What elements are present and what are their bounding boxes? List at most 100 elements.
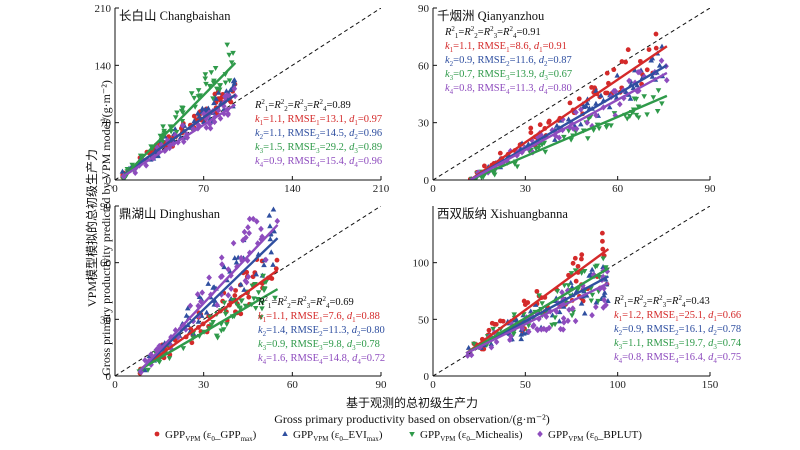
scatter-point bbox=[195, 318, 202, 324]
scatter-point bbox=[252, 282, 258, 288]
scatter-point bbox=[525, 323, 532, 329]
scatter-point bbox=[546, 324, 552, 332]
legend-marker bbox=[282, 431, 288, 436]
scatter-point bbox=[215, 107, 222, 114]
scatter-point bbox=[208, 70, 215, 76]
scatter-point bbox=[612, 112, 619, 119]
scatter-point bbox=[624, 116, 631, 122]
scatter-point bbox=[604, 70, 610, 76]
legend-label: GPPVPM (ε0_Michealis) bbox=[420, 429, 523, 443]
scatter-point bbox=[565, 116, 572, 122]
scatter-point bbox=[212, 297, 218, 303]
scatter-point bbox=[258, 315, 264, 321]
scatter-point bbox=[575, 263, 581, 269]
stat-line-gpp-max: k1=1.1, RMSE1=7.6, d1=0.88 bbox=[258, 311, 380, 324]
scatter-point bbox=[222, 311, 229, 317]
panels: 0 70 140 210 0 70 140 210 长白山 Changbaishan R21=R2… bbox=[95, 3, 742, 391]
scatter-point bbox=[488, 341, 494, 347]
y-tick-label: 60 bbox=[100, 258, 112, 270]
y-tick-label: 0 bbox=[424, 175, 430, 187]
scatter-point bbox=[650, 95, 657, 101]
legend-item-bplut: GPPVPM (ε0_BPLUT) bbox=[537, 429, 642, 443]
scatter-point bbox=[594, 263, 600, 269]
scatter-point bbox=[142, 357, 148, 364]
x-tick-label: 140 bbox=[284, 183, 301, 195]
x-tick-label: 90 bbox=[376, 379, 388, 391]
axes: 0 30 60 90 0 30 60 90 bbox=[100, 201, 387, 391]
scatter-point bbox=[518, 336, 524, 342]
scatter-point bbox=[198, 298, 204, 305]
y-tick-label: 0 bbox=[424, 371, 430, 383]
scatter-point bbox=[167, 124, 174, 130]
scatter-point bbox=[561, 283, 568, 289]
x-tick-label: 60 bbox=[612, 183, 624, 195]
scatter-point bbox=[649, 73, 656, 79]
scatter-point bbox=[578, 300, 585, 306]
scatter-point bbox=[191, 95, 197, 101]
scatter-point bbox=[601, 292, 607, 298]
scatter-point bbox=[576, 96, 582, 102]
scatter-point bbox=[546, 120, 552, 125]
scatter-point bbox=[233, 259, 240, 265]
scatter-point bbox=[573, 278, 579, 284]
scatter-point bbox=[238, 281, 244, 287]
panel-title: 千烟洲 Qianyanzhou bbox=[437, 9, 545, 23]
scatter-point bbox=[568, 271, 575, 277]
scatter-point bbox=[598, 92, 604, 98]
scatter-point bbox=[258, 236, 265, 243]
axes: 0 50 100 150 0 50 100 bbox=[413, 206, 719, 391]
scatter-point bbox=[252, 306, 259, 312]
axes: 0 70 140 210 0 70 140 210 bbox=[95, 3, 390, 195]
scatter-point bbox=[201, 110, 207, 117]
scatter-point bbox=[211, 118, 218, 126]
scatter-point bbox=[570, 305, 576, 312]
scatter-point bbox=[271, 228, 277, 234]
scatter-point bbox=[243, 234, 249, 241]
scatter-point bbox=[232, 293, 238, 298]
fit-line-michealis bbox=[138, 288, 279, 372]
scatter-point bbox=[525, 328, 532, 335]
scatter-point bbox=[222, 80, 229, 86]
scatter-point bbox=[214, 301, 220, 309]
scatter-point bbox=[145, 367, 151, 373]
r-squared-label: R21=R22=R23=R24=0.89 bbox=[254, 98, 351, 113]
scatter-point bbox=[187, 302, 194, 309]
fit-line-evi-max bbox=[137, 237, 279, 374]
scatter-point bbox=[577, 121, 584, 127]
scatter-point bbox=[272, 295, 278, 301]
x-axis-label-en: Gross primary productivity based on obse… bbox=[274, 412, 550, 426]
scatter-point bbox=[627, 95, 634, 101]
legend-label: GPPVPM (ε0_GPPmax) bbox=[165, 429, 257, 443]
scatter-point bbox=[567, 100, 573, 106]
scatter-point bbox=[221, 102, 227, 110]
y-tick-label: 30 bbox=[100, 314, 112, 326]
scatter-point bbox=[560, 315, 567, 322]
scatter-point bbox=[579, 256, 584, 262]
scatter-point bbox=[601, 289, 608, 295]
scatter-point bbox=[595, 298, 602, 304]
scatter-point bbox=[119, 168, 126, 174]
scatter-point bbox=[143, 162, 149, 169]
scatter-point bbox=[649, 55, 656, 61]
fit-line-michealis bbox=[469, 94, 668, 180]
scatter-point bbox=[179, 122, 186, 129]
stat-line-bplut: k4=0.8, RMSE4=16.4, d4=0.75 bbox=[614, 352, 741, 365]
scatter-point bbox=[554, 289, 561, 295]
scatter-point bbox=[242, 277, 249, 284]
scatter-point bbox=[614, 72, 621, 78]
scatter-point bbox=[210, 80, 217, 86]
scatter-point bbox=[539, 301, 545, 307]
scatter-point bbox=[196, 122, 202, 130]
x-tick-label: 100 bbox=[609, 379, 626, 391]
scatter-point bbox=[539, 142, 545, 148]
scatter-point bbox=[626, 77, 632, 85]
legend-marker bbox=[154, 431, 160, 437]
scatter-point bbox=[226, 78, 233, 84]
scatter-point bbox=[259, 233, 265, 240]
scatter-point bbox=[217, 273, 224, 281]
y-tick-label: 0 bbox=[106, 175, 112, 187]
x-tick-label: 30 bbox=[198, 379, 210, 391]
scatter-point bbox=[249, 283, 256, 289]
stat-line-bplut: k4=0.9, RMSE4=15.4, d4=0.96 bbox=[255, 156, 382, 169]
